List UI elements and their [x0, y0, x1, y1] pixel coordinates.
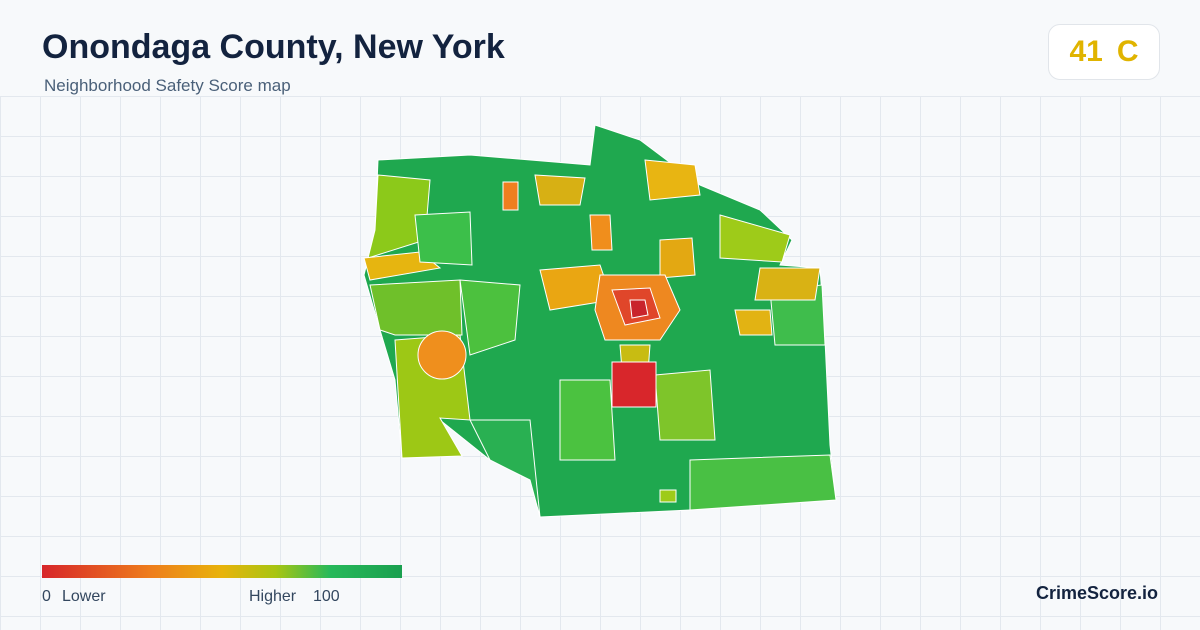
tract	[689, 454, 837, 511]
tract	[734, 309, 773, 336]
tract	[369, 279, 463, 336]
tract	[414, 211, 473, 266]
title: Onondaga County, New York	[42, 28, 505, 66]
tract	[589, 214, 613, 251]
tract	[659, 237, 696, 279]
legend-max: 100	[313, 588, 340, 605]
score-badge: 41 C	[1048, 24, 1160, 80]
legend-gradient	[42, 565, 402, 578]
tract	[459, 279, 521, 356]
tract	[659, 489, 677, 503]
tract	[654, 369, 716, 441]
tract	[559, 379, 616, 461]
legend-max-label: Higher	[249, 588, 297, 605]
tract	[367, 174, 431, 259]
tract	[644, 159, 701, 201]
subtitle: Neighborhood Safety Score map	[44, 76, 291, 95]
brand: CrimeScore.io	[1035, 583, 1158, 603]
tract	[719, 214, 791, 263]
tract	[417, 330, 467, 380]
tract	[469, 419, 541, 518]
legend-min-label: Lower	[62, 588, 106, 605]
tract	[502, 181, 519, 211]
tract	[534, 174, 586, 206]
tract	[754, 267, 821, 301]
legend-min: 0	[42, 588, 51, 605]
tract	[611, 361, 657, 408]
tract	[629, 299, 649, 319]
score-grade: C	[1116, 35, 1139, 68]
score-value: 41	[1069, 35, 1103, 68]
